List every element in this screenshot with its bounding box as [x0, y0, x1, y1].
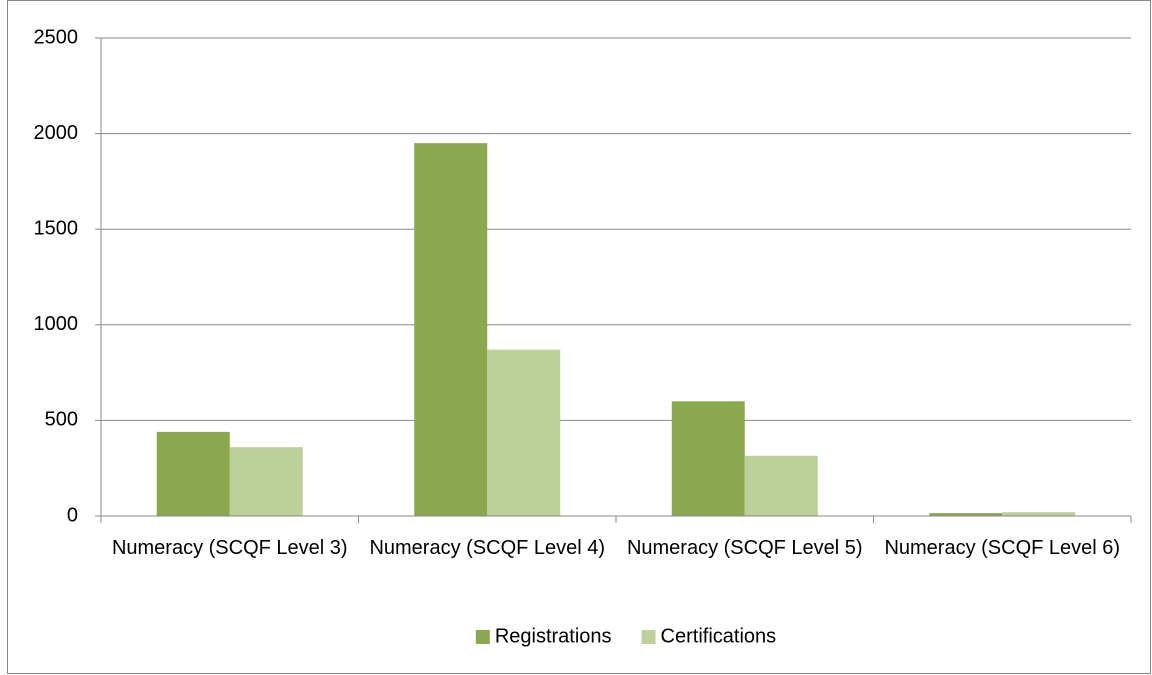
x-tick-label-box: Numeracy (SCQF Level 3) [111, 537, 348, 559]
bar [414, 143, 488, 516]
legend: Registrations Certifications [475, 625, 777, 647]
x-tick-label: Numeracy (SCQF Level 4) [369, 537, 606, 559]
x-tick-label: Numeracy (SCQF Level 3) [111, 537, 348, 559]
y-tick-label: 0 [67, 504, 78, 526]
bar [229, 447, 303, 516]
x-tick-label: Numeracy (SCQF Level 6) [884, 537, 1121, 559]
chart-border [7, 0, 1151, 674]
bar [929, 513, 1003, 516]
bar [1002, 512, 1076, 516]
bar [744, 455, 818, 516]
y-tick-label: 1500 [34, 217, 79, 239]
legend-label: Registrations [495, 625, 612, 647]
x-tick-label-box: Numeracy (SCQF Level 6) [884, 537, 1121, 559]
y-tick-label: 500 [45, 409, 78, 431]
legend-swatch [475, 630, 490, 644]
y-tick-label: 2500 [34, 26, 79, 48]
bar [487, 349, 561, 516]
x-tick-label-box: Numeracy (SCQF Level 4) [369, 537, 606, 559]
bar [671, 401, 745, 516]
bar [156, 431, 230, 516]
legend-swatch [641, 630, 656, 644]
y-tick-label: 1000 [34, 313, 79, 335]
legend-label: Certifications [661, 625, 777, 647]
y-tick-label: 2000 [34, 122, 79, 144]
x-tick-label: Numeracy (SCQF Level 5) [626, 537, 863, 559]
x-tick-label-box: Numeracy (SCQF Level 5) [626, 537, 863, 559]
